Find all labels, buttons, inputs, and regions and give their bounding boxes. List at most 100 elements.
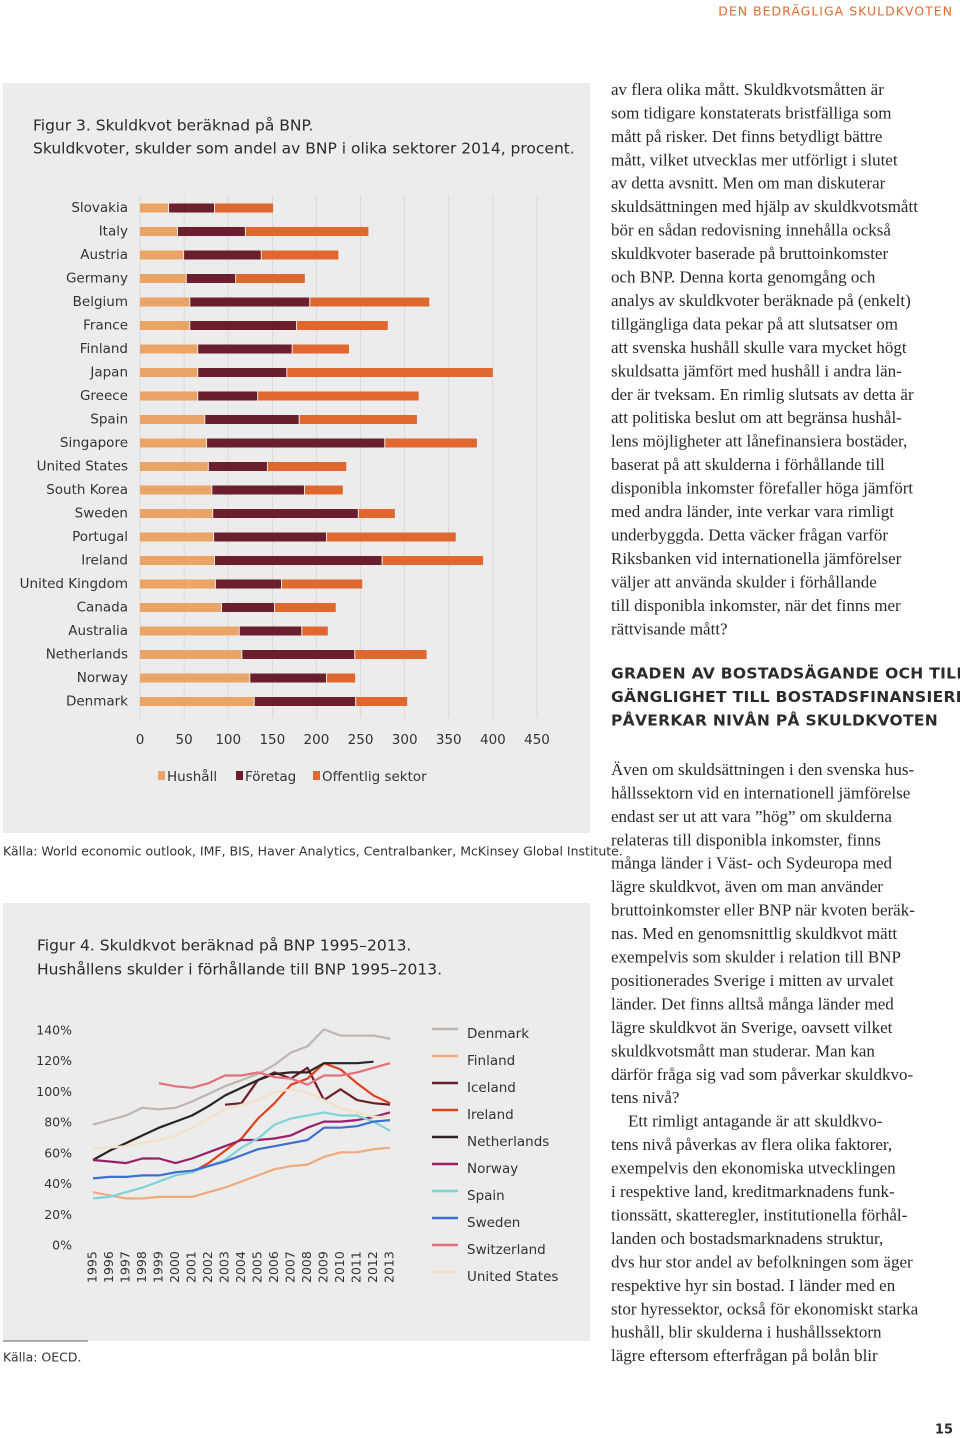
x-tick-label: 2000 bbox=[167, 1251, 182, 1283]
body-text: lägre eftersom efterfrågan på bolån blir bbox=[611, 1346, 878, 1365]
x-tick-label: 400 bbox=[480, 732, 506, 748]
bar-segment bbox=[205, 415, 299, 424]
bar-segment bbox=[245, 227, 369, 236]
bar-segment bbox=[140, 250, 184, 260]
body-text: Riksbanken vid internationella jämförels… bbox=[611, 549, 902, 568]
section-heading: GÄNGLIGHET TILL BOSTADSFINANSIERING bbox=[611, 687, 960, 706]
bar-segment bbox=[140, 321, 190, 330]
body-text: tionssätt, skatteregler, institutionella… bbox=[611, 1205, 908, 1224]
bar-segment bbox=[198, 391, 258, 401]
x-tick-label: 450 bbox=[524, 732, 550, 748]
section-heading: GRADEN AV BOSTADSÄGANDE OCH TILL- bbox=[611, 664, 960, 683]
legend-label: United States bbox=[467, 1269, 558, 1285]
bar-segment bbox=[385, 438, 477, 448]
bar-segment bbox=[140, 697, 254, 706]
bar-segment bbox=[355, 650, 427, 659]
bar-segment bbox=[215, 579, 282, 589]
data-line bbox=[191, 1062, 391, 1174]
bar-segment bbox=[140, 391, 198, 401]
x-tick-label: 2008 bbox=[299, 1251, 314, 1283]
x-tick-label: 200 bbox=[304, 732, 330, 748]
body-text: stor hyressektor, också för ekonomiskt s… bbox=[611, 1299, 919, 1318]
bar-segment bbox=[140, 532, 214, 542]
y-tick-label: 20% bbox=[44, 1207, 72, 1222]
bar-segment bbox=[242, 650, 355, 659]
body-text: Även om skuldsättningen i den svenska hu… bbox=[611, 760, 914, 779]
legend-label: Netherlands bbox=[467, 1134, 549, 1150]
legend-label: Ireland bbox=[467, 1107, 514, 1123]
body-text: skuldkvotsmått man studerar. Man kan bbox=[611, 1041, 875, 1060]
body-text: exempelvis som skulder i relation till B… bbox=[611, 948, 901, 967]
data-line bbox=[158, 1062, 391, 1089]
legend-swatch bbox=[313, 771, 320, 780]
x-tick-label: 2012 bbox=[365, 1251, 380, 1283]
bar-segment bbox=[140, 274, 186, 283]
body-text: nas. Med en genomsnittlig skuldkvot mätt bbox=[611, 924, 897, 943]
bar-segment bbox=[207, 438, 385, 448]
legend-label: Finland bbox=[467, 1053, 515, 1069]
legend-label: Sweden bbox=[467, 1215, 520, 1231]
y-tick-label: South Korea bbox=[46, 482, 128, 498]
y-tick-label: Denmark bbox=[66, 694, 128, 710]
body-text: länder. Det finns alltså många länder me… bbox=[611, 994, 894, 1013]
x-tick-label: 2003 bbox=[217, 1251, 232, 1283]
bar-segment bbox=[198, 368, 287, 377]
x-tick-label: 2010 bbox=[332, 1251, 347, 1283]
bar-segment bbox=[140, 227, 177, 236]
bar-segment bbox=[302, 626, 328, 636]
body-text: bruttoinkomster eller BNP när kvoten ber… bbox=[611, 901, 915, 920]
y-tick-label: 40% bbox=[44, 1176, 72, 1191]
bar-segment bbox=[267, 462, 347, 471]
body-text: mått på risker. Det finns betydligt bätt… bbox=[611, 127, 882, 146]
body-text: lens möjligheter att lånefinansiera bost… bbox=[611, 432, 907, 451]
body-text: respektive hyr sin bostad. I länder med … bbox=[611, 1276, 896, 1295]
y-tick-label: Belgium bbox=[73, 294, 128, 310]
body-text: i respektive land, kreditmarknadens funk… bbox=[611, 1182, 895, 1201]
bar-segment bbox=[140, 509, 213, 518]
body-text: exempelvis den ekonomiska utvecklingen bbox=[611, 1159, 896, 1178]
bar-segment bbox=[299, 415, 417, 424]
legend-label: Offentlig sektor bbox=[322, 769, 427, 785]
body-text: disponibla inkomster förefaller höga jäm… bbox=[611, 479, 913, 498]
body-text: endast ser ut att vara ”hög” om skuldern… bbox=[611, 807, 892, 826]
x-tick-label: 250 bbox=[348, 732, 374, 748]
y-tick-label: 0% bbox=[52, 1238, 72, 1253]
y-tick-label: Italy bbox=[99, 224, 128, 240]
x-tick-label: 2013 bbox=[382, 1251, 397, 1283]
bar-segment bbox=[214, 532, 327, 542]
body-text: positionerades Sverige i mitten av urval… bbox=[611, 971, 894, 990]
running-header: DEN BEDRÄGLIGA SKULDKVOTEN bbox=[718, 4, 953, 19]
body-text: dvs hur stor andel av befolkningen som ä… bbox=[611, 1252, 913, 1271]
bar-segment bbox=[140, 579, 215, 589]
bar-segment bbox=[274, 603, 336, 612]
x-tick-label: 300 bbox=[392, 732, 418, 748]
x-tick-label: 2004 bbox=[233, 1251, 248, 1283]
body-text: landen och bostadsmarknadens struktur, bbox=[611, 1229, 883, 1248]
bar-segment bbox=[140, 415, 205, 424]
y-tick-label: United Kingdom bbox=[20, 576, 128, 592]
bar-segment bbox=[190, 321, 297, 330]
bar-segment bbox=[186, 274, 236, 283]
data-line bbox=[92, 1060, 374, 1161]
y-tick-label: Greece bbox=[80, 388, 128, 404]
body-text: till disponibla inkomster, när det finns… bbox=[611, 596, 901, 615]
bar-segment bbox=[140, 673, 250, 683]
body-text: att politiska beslut om att begränsa hus… bbox=[611, 408, 902, 427]
body-text: av flera olika mått. Skuldkvotsmåtten är bbox=[611, 80, 884, 99]
y-tick-label: Japan bbox=[89, 365, 128, 381]
bar-segment bbox=[310, 297, 430, 307]
y-tick-label: Norway bbox=[77, 670, 128, 686]
x-tick-label: 2009 bbox=[316, 1251, 331, 1283]
x-tick-label: 2011 bbox=[349, 1251, 364, 1283]
bar-segment bbox=[327, 673, 356, 683]
body-text: bör en sådan redovisning innehålla också bbox=[611, 221, 891, 240]
body-text: och BNP. Denna korta genomgång och bbox=[611, 268, 876, 287]
body-text: analys av skuldkvoter beräknade på (enke… bbox=[611, 291, 911, 310]
bar-segment bbox=[287, 368, 493, 377]
body-text: hållssektorn vid en internationell jämfö… bbox=[611, 783, 910, 802]
y-tick-label: Netherlands bbox=[46, 647, 128, 663]
body-text: hushåll, blir skulderna i hushållssektor… bbox=[611, 1323, 882, 1342]
x-tick-label: 2005 bbox=[250, 1251, 265, 1283]
y-tick-label: France bbox=[83, 318, 128, 334]
bar-segment bbox=[177, 227, 245, 236]
